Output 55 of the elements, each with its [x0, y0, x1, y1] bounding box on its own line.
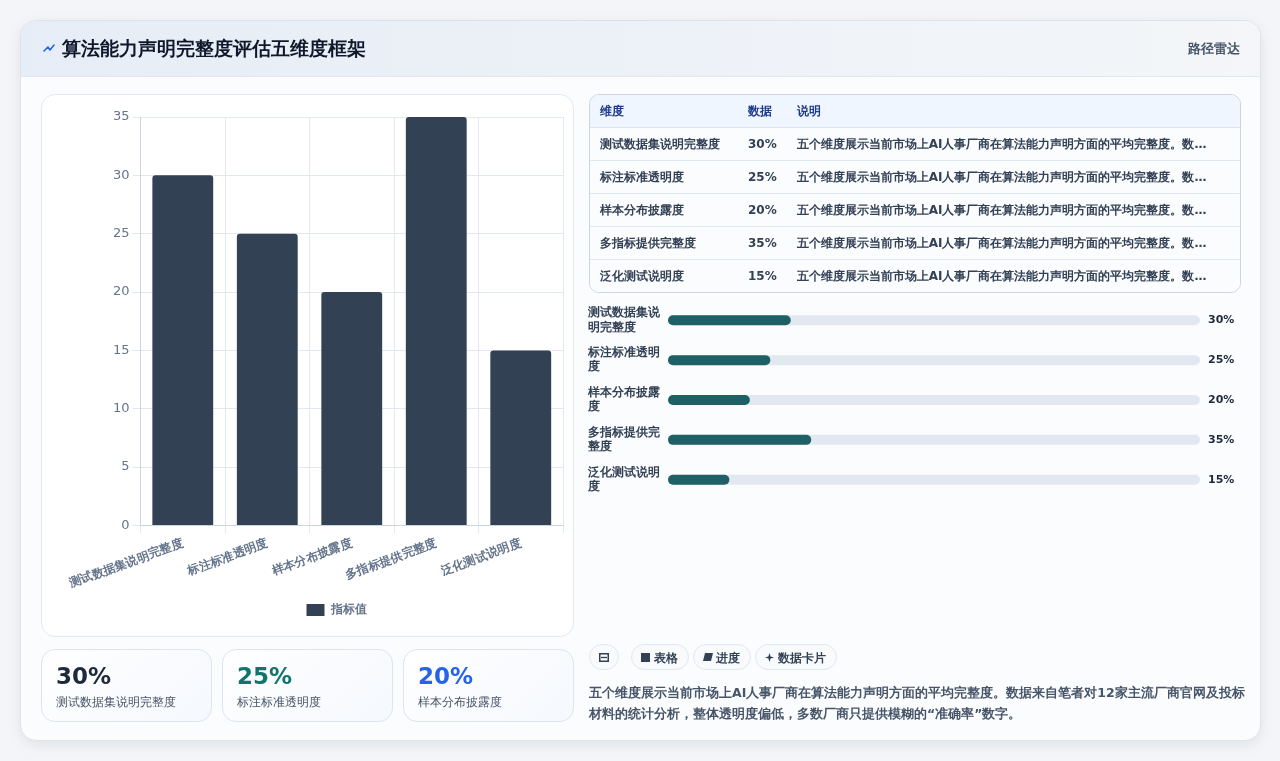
data-label: 20%	[1208, 392, 1235, 406]
text: 维度	[590, 95, 738, 128]
text: 五个维度展示当前市场上AI人事厂商在算法能力声明方面的平均完整度。数据来自笔者对12家主流厂商官网及投标材料的统计分析，整体透明度偏低，多数厂商只提供模糊的“准确率”数字。	[589, 684, 1246, 723]
data-label: 30%	[1208, 313, 1235, 327]
text: 路径雷达	[1188, 40, 1240, 58]
category-label: 多指标提供完整度	[600, 235, 696, 250]
text: 20%	[748, 203, 777, 217]
y-tick-label: 测试数据集说明完整度	[587, 305, 661, 334]
y-tick-label: 泛化测试说明度	[587, 464, 660, 494]
y-tick-label: 25	[113, 225, 130, 241]
category-label: 样本分布披露度	[600, 202, 684, 217]
text: 30%	[748, 137, 777, 151]
y-tick-label: 10	[113, 400, 130, 416]
category-label: 标注标准透明度	[600, 169, 684, 184]
text: 算法能力声明完整度评估五维度框架	[62, 36, 366, 60]
data-label: 35%	[1208, 432, 1235, 446]
text: 表格	[631, 644, 689, 670]
bar	[490, 350, 552, 525]
category-label: 标注标准透明度	[237, 694, 321, 710]
category-label: 泛化测试说明度	[600, 268, 684, 283]
bar	[236, 233, 298, 525]
text: 五个维度展示当前市场上AI人事厂商在算法能力声明方面的平均完整度。数…	[786, 259, 1240, 292]
text: 五个维度展示当前市场上AI人事厂商在算法能力声明方面的平均完整度。数…	[786, 127, 1240, 161]
y-tick-label: 35	[113, 108, 130, 124]
bar	[321, 292, 383, 525]
category-label: 样本分布披露度	[418, 694, 502, 710]
text: 35%	[748, 236, 777, 250]
data-label: 25%	[1208, 353, 1235, 367]
data-label: 15%	[1208, 472, 1235, 486]
x-tick-label: 泛化测试说明度	[438, 535, 523, 579]
y-tick-label: 多指标提供完整度	[587, 424, 660, 454]
y-tick-label: 20	[113, 283, 130, 299]
y-tick-label: 0	[121, 516, 130, 532]
y-tick-label: 15	[113, 341, 130, 357]
text: 五个维度展示当前市场上AI人事厂商在算法能力声明方面的平均完整度。数…	[786, 160, 1240, 194]
category-label: 测试数据集说明完整度	[600, 136, 720, 151]
bar	[405, 117, 467, 525]
text: 说明	[786, 95, 1240, 128]
text: 30%	[56, 663, 112, 689]
text: 数据卡片	[755, 644, 837, 670]
y-tick-label: 标注标准透明度	[587, 345, 660, 374]
y-tick-label: 5	[121, 458, 130, 474]
text: 25%	[748, 170, 777, 184]
y-tick-label: 样本分布披露度	[587, 384, 660, 414]
text: 25%	[237, 663, 293, 689]
text: 15%	[748, 269, 777, 283]
bar	[152, 175, 214, 525]
y-tick-label: 30	[113, 166, 130, 182]
x-tick-label: 标注标准透明度	[184, 535, 270, 579]
legend-label: 指标值	[329, 602, 367, 617]
text: 20%	[418, 663, 474, 689]
text: 五个维度展示当前市场上AI人事厂商在算法能力声明方面的平均完整度。数…	[786, 193, 1240, 227]
text: 五个维度展示当前市场上AI人事厂商在算法能力声明方面的平均完整度。数…	[786, 226, 1240, 260]
text: 进度	[693, 644, 751, 670]
text: 数据	[738, 95, 787, 128]
